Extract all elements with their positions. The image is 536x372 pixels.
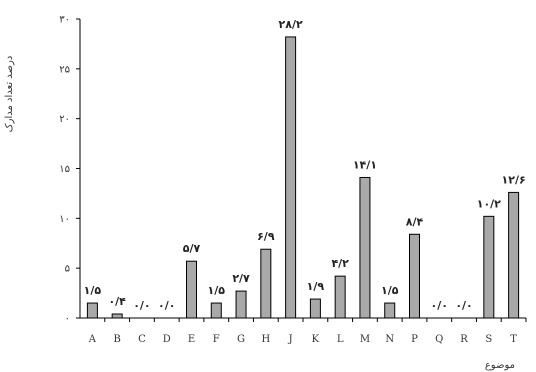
y-tick-label: ۲۵: [59, 64, 70, 75]
data-label-Q: ۰/۰: [431, 299, 448, 312]
x-tick-label-A: A: [88, 334, 97, 345]
y-tick-label: ۳۰: [59, 15, 70, 26]
bar-B: [111, 313, 123, 319]
data-label-K: ۱/۹: [307, 280, 325, 293]
data-label-A: ۱/۵: [84, 284, 102, 297]
data-label-P: ۸/۴: [406, 215, 424, 228]
bar-H: [260, 248, 272, 319]
x-tick-label-L: L: [337, 334, 344, 345]
x-axis-title: موضوع: [485, 360, 515, 371]
bar-L: [334, 275, 346, 319]
x-tick-label-P: P: [411, 334, 418, 345]
bar-M: [359, 176, 371, 319]
y-tick-label: ۲۰: [59, 114, 70, 125]
data-label-H: ۶/۹: [257, 230, 275, 243]
x-tick-label-D: D: [163, 334, 171, 345]
x-tick-label-F: F: [213, 334, 220, 345]
x-tick-label-T: T: [510, 334, 517, 345]
data-label-M: ۱۴/۱: [353, 158, 377, 171]
bar-series: [86, 36, 520, 319]
data-label-S: ۱۰/۲: [477, 197, 501, 210]
data-label-B: ۰/۴: [108, 295, 126, 308]
bar-E: [186, 260, 197, 319]
bar-N: [384, 302, 396, 319]
x-tick-label-J: J: [288, 334, 293, 345]
data-label-C: ۰/۰: [133, 299, 150, 312]
bar-G: [235, 290, 247, 319]
data-labels: ۱/۵ ۰/۴ ۰/۰ ۰/۰ ۵/۷ ۱/۵ ۲/۷ ۶/۹ ۲۸/۲ ۱/۹ ۴/۲ ۱۴/۱ ۱/…: [84, 18, 526, 312]
x-tick-label-M: M: [360, 334, 370, 345]
data-label-R: ۰/۰: [455, 299, 472, 312]
data-label-G: ۲/۷: [232, 272, 250, 285]
data-label-F: ۱/۵: [208, 284, 226, 297]
data-label-E: ۵/۷: [183, 242, 201, 255]
y-tick-label: ۵: [65, 264, 70, 275]
y-axis-title: درصد تعداد مدارک: [4, 56, 15, 133]
y-axis-ticks: ۰ ۵ ۱۰ ۱۵ ۲۰ ۲۵ ۳۰: [59, 15, 80, 325]
data-label-L: ۴/۲: [331, 257, 349, 270]
data-label-T: ۱۲/۶: [502, 173, 526, 186]
x-tick-label-Q: Q: [435, 334, 443, 345]
x-tick-label-B: B: [113, 334, 120, 345]
data-label-N: ۱/۵: [381, 284, 399, 297]
x-tick-label-K: K: [312, 334, 320, 345]
bar-T: [508, 191, 520, 319]
x-tick-label-C: C: [138, 334, 146, 345]
bar-P: [409, 233, 420, 319]
x-tick-label-R: R: [460, 334, 468, 345]
bar-F: [210, 302, 222, 319]
x-tick-label-N: N: [385, 334, 394, 345]
x-tick-label-G: G: [237, 334, 245, 345]
bar-A: [86, 302, 98, 319]
y-tick-label: ۱۵: [59, 164, 70, 175]
bar-S: [483, 215, 495, 319]
y-tick-label: ۱۰: [59, 214, 70, 225]
data-label-J: ۲۸/۲: [279, 18, 303, 31]
data-label-D: ۰/۰: [158, 299, 175, 312]
bar-J: [285, 36, 297, 319]
x-tick-label-H: H: [261, 334, 270, 345]
y-tick-label: ۰: [65, 314, 70, 325]
bar-K: [309, 298, 321, 319]
x-tick-label-E: E: [188, 334, 195, 345]
x-tick-label-S: S: [485, 334, 492, 345]
